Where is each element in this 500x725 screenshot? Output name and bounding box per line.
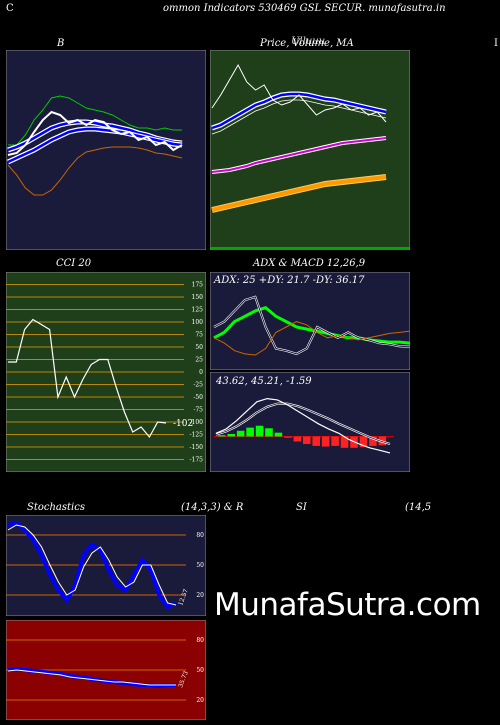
cci-tick-label: -25	[193, 382, 203, 389]
minus-dy-line	[213, 321, 410, 356]
watermark-text: MunafaSutra.com	[214, 587, 481, 623]
macd-histogram-bar	[274, 432, 283, 437]
rsi-tick-label: 50	[196, 667, 204, 674]
macd-histogram-bar	[312, 436, 320, 446]
stoch-d-line	[7, 524, 177, 606]
macd-histogram-bar	[303, 436, 311, 445]
price-ma-mid-line	[211, 137, 387, 173]
macd-values: 43.62, 45.21, -1.59	[216, 376, 312, 387]
plus-dy-inner-line	[213, 296, 410, 355]
cci-tick-label: -50	[193, 394, 203, 401]
cci-tick-label: -150	[190, 444, 204, 451]
adx-values: ADX: 25 +DY: 21.7 -DY: 36.17	[214, 275, 365, 286]
bb-lower-line	[7, 146, 183, 196]
macd-histogram-bar	[236, 430, 245, 437]
cci-tick-label: 0	[199, 369, 203, 376]
bb-price-line	[7, 110, 183, 156]
bollinger-label: B	[57, 38, 65, 49]
cci-tick-label: 150	[192, 294, 204, 301]
cci-tick-label: -175	[190, 457, 204, 464]
bollinger-chart	[6, 50, 206, 250]
cci-tick-label: 175	[192, 282, 204, 289]
cci-tick-label: -100	[190, 419, 204, 426]
macd-histogram-bar	[246, 427, 254, 437]
price-chart	[210, 50, 410, 250]
macd-histogram-bar	[340, 436, 349, 448]
price-ma-short-shadow-line	[211, 99, 387, 135]
macd-histogram-bar	[331, 436, 339, 446]
price-overlap-label: Ulluuu	[291, 36, 326, 47]
macd-chart	[210, 372, 410, 472]
cci-tick-label: -125	[190, 432, 204, 439]
cci-label: CCI 20	[56, 258, 92, 269]
stoch-k-line	[7, 520, 177, 610]
header-letter: C	[6, 3, 14, 14]
bb-upper-line	[8, 95, 182, 146]
cci-tick-label: 50	[195, 344, 203, 351]
stoch-tick-label: 80	[196, 532, 204, 539]
cci-tick-label: 125	[192, 307, 204, 314]
si-label: SI	[296, 502, 307, 513]
price-ma-short-line	[211, 92, 387, 130]
rsi-d-line	[7, 669, 176, 686]
stoch-params-label: (14,3,3) & R	[181, 502, 244, 513]
macd-histogram-bar	[227, 433, 235, 437]
macd-histogram-bar	[293, 436, 302, 442]
cci-tick-label: 75	[195, 332, 203, 339]
cci-tick-label: 25	[195, 357, 203, 364]
macd-signal-inner-line	[215, 403, 391, 445]
adx-macd-label: ADX & MACD 12,26,9	[253, 258, 366, 269]
adx-chart	[210, 272, 410, 370]
rsi-tick-label: 80	[196, 637, 204, 644]
rsi-tick-label: 20	[196, 697, 204, 704]
stoch-tick-label: 50	[196, 562, 204, 569]
macd-histogram-bar	[369, 436, 377, 446]
macd-histogram-bar	[359, 436, 368, 448]
bb-middle-lower-line	[7, 127, 183, 164]
macd-histogram-bar	[284, 436, 292, 438]
macd-histogram-bar	[255, 425, 264, 437]
price-close-line	[211, 63, 387, 123]
price-label: Price, Volume, MA	[260, 38, 354, 49]
price-ma-long-line	[211, 175, 387, 212]
macd-histogram-bar	[265, 428, 273, 437]
cci-tick-label: -75	[193, 407, 203, 414]
macd-histogram-bar	[321, 436, 330, 447]
cci-last-value: -102	[173, 419, 193, 429]
cci-chart: 175 150 125 100 75 50 25 0 -25 -50 -75 -100 -125 -150…	[6, 272, 206, 472]
right-edge-letter: I	[494, 38, 498, 49]
si-params-label: (14,5	[405, 502, 432, 513]
stoch-label: Stochastics	[27, 502, 85, 513]
macd-line	[215, 397, 391, 454]
page-title: ommon Indicators 530469 GSL SECUR. munaf…	[163, 3, 446, 14]
adx-line	[213, 306, 410, 345]
macd-histogram-bar	[218, 435, 226, 437]
cci-line	[8, 318, 167, 439]
stoch-tick-label: 20	[196, 592, 204, 599]
cci-tick-label: 100	[192, 319, 204, 326]
